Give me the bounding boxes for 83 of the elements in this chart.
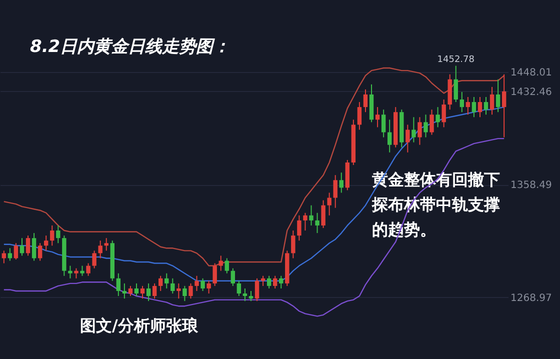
text: 8.2日内黄金日线走势图：: [30, 37, 230, 57]
y-tick-label: 1268.97: [510, 292, 552, 304]
candlestick: [56, 224, 60, 244]
candlestick: [74, 268, 78, 279]
candlestick: [272, 275, 278, 289]
candlestick: [218, 255, 223, 272]
candlestick: [502, 74, 506, 138]
candlestick: [2, 250, 6, 264]
candlestick: [418, 116, 422, 146]
candlestick: [158, 275, 163, 292]
candlestick: [38, 242, 42, 262]
candlestick: [134, 282, 139, 297]
candlestick: [20, 238, 24, 256]
candlestick: [170, 278, 175, 294]
candlestick: [315, 212, 320, 234]
candlestick: [406, 124, 410, 153]
candlestick: [230, 268, 236, 286]
candlestick: [484, 96, 488, 116]
candlestick: [472, 96, 476, 118]
candlestick: [194, 275, 199, 292]
annotation: 1452.78: [437, 54, 475, 65]
candlestick: [327, 192, 332, 216]
candlestick: [496, 78, 500, 113]
candlestick: [224, 258, 229, 274]
candlestick: [454, 65, 458, 103]
candlestick: [86, 262, 90, 276]
candlestick: [260, 275, 266, 286]
candlestick: [430, 109, 434, 136]
candlestick: [291, 230, 296, 259]
candlestick: [140, 285, 145, 300]
candlestick: [164, 272, 169, 289]
candlestick: [80, 265, 84, 276]
candlestick: [387, 119, 392, 153]
candlestick: [248, 290, 254, 302]
annotation: 图文/分析师张琅: [80, 316, 199, 335]
candlestick: [8, 248, 12, 262]
candlestick: [279, 275, 284, 289]
candlestick: [212, 262, 217, 286]
candlestick: [68, 265, 72, 279]
candlestick: [182, 285, 187, 302]
candlestick: [303, 212, 308, 232]
candlestick: [104, 238, 108, 252]
candlestick: [50, 224, 54, 246]
candlestick: [266, 275, 272, 289]
candlestick: [32, 232, 36, 262]
candlestick: [490, 86, 494, 116]
candlestick: [242, 288, 248, 302]
line-series: [3, 138, 505, 317]
candlestick: [206, 280, 211, 294]
candlestick: [188, 282, 193, 300]
candlestick: [14, 242, 18, 260]
candlestick: [122, 282, 127, 300]
candlestick: [128, 285, 133, 297]
candlestick: [200, 278, 205, 292]
candlestick: [116, 272, 121, 297]
candlestick: [176, 282, 181, 300]
candlestick: [357, 102, 362, 130]
candlestick: [236, 280, 242, 297]
candlestick: [152, 282, 157, 300]
candlestick: [44, 235, 48, 252]
candlestick: [309, 204, 314, 226]
candlestick: [98, 240, 102, 259]
candlestick: [321, 200, 326, 228]
candlestick: [424, 114, 428, 138]
candlestick: [442, 99, 446, 128]
candlestick: [26, 235, 30, 256]
candlestick: [460, 91, 464, 113]
candlestick: [333, 174, 338, 208]
candlestick: [436, 106, 440, 128]
candlestick: [254, 278, 260, 302]
candlestick: [297, 214, 302, 242]
candlestick: [478, 96, 482, 118]
candlestick: [381, 109, 386, 138]
candlestick: [146, 282, 151, 302]
candlestick: [92, 250, 96, 269]
candlestick: [412, 116, 416, 143]
candlestick: [375, 106, 380, 128]
y-tick-label: 1432.46: [510, 86, 552, 98]
y-tick-label: 1448.01: [510, 67, 552, 78]
candlestick: [339, 172, 344, 194]
candlestick: [363, 88, 368, 113]
candlestick: [466, 96, 470, 116]
y-tick-label: 1358.49: [510, 180, 552, 192]
